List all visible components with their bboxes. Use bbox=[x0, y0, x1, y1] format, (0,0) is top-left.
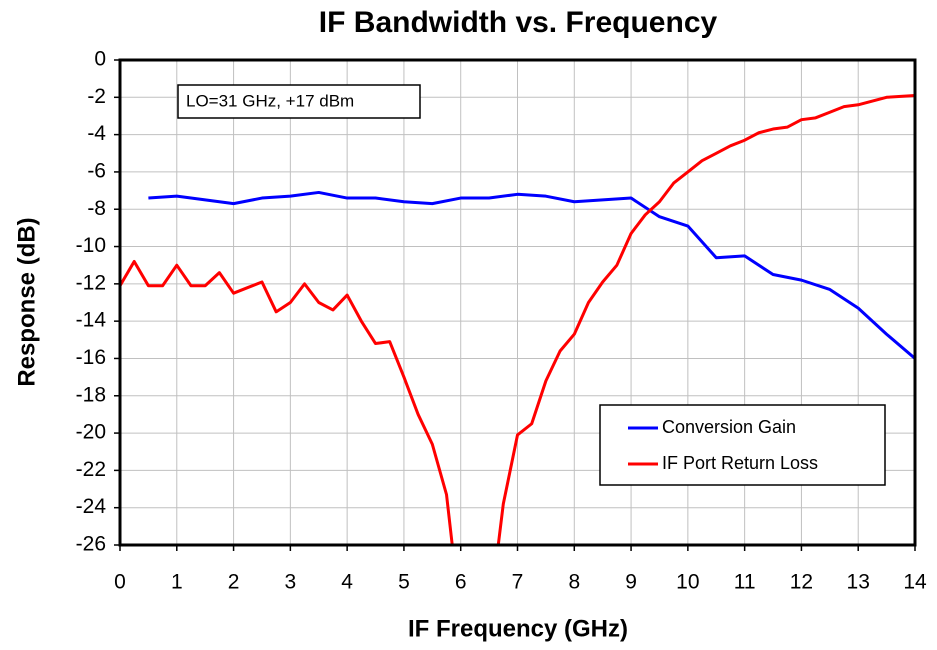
x-tick-label: 11 bbox=[734, 571, 756, 594]
x-tick-label: 10 bbox=[676, 571, 699, 594]
x-tick-label: 9 bbox=[625, 571, 637, 594]
x-tick-label: 0 bbox=[114, 571, 126, 594]
x-tick-label: 7 bbox=[512, 571, 524, 594]
y-axis-label: Response (dB) bbox=[13, 217, 40, 386]
x-axis-label: IF Frequency (GHz) bbox=[408, 615, 628, 642]
series-line bbox=[148, 190, 915, 360]
chart-title: IF Bandwidth vs. Frequency bbox=[319, 6, 718, 39]
y-tick-label: -22 bbox=[76, 458, 106, 481]
y-tick-label: -8 bbox=[87, 197, 106, 220]
y-tick-label: -16 bbox=[76, 346, 106, 369]
annotation: LO=31 GHz, +17 dBm bbox=[186, 91, 354, 110]
y-tick-label: -26 bbox=[76, 533, 106, 556]
y-tick-label: -10 bbox=[76, 234, 106, 257]
x-tick-label: 8 bbox=[568, 571, 580, 594]
legend: Conversion Gain IF Port Return Loss bbox=[599, 404, 886, 486]
x-tick-label: 3 bbox=[285, 571, 297, 594]
y-tick-label: -24 bbox=[76, 495, 107, 518]
legend-box bbox=[599, 404, 886, 486]
plot-lines bbox=[120, 93, 915, 545]
x-tick-label: 6 bbox=[455, 571, 467, 594]
y-tick-label: -20 bbox=[76, 421, 106, 444]
x-tick-label: 5 bbox=[398, 571, 410, 594]
x-tick-label: 4 bbox=[341, 571, 353, 594]
series-line bbox=[120, 93, 915, 545]
y-tick-label: -2 bbox=[87, 85, 106, 108]
annotation-box bbox=[177, 84, 421, 119]
legend-label: Conversion Gain bbox=[662, 417, 796, 437]
y-tick-label: -14 bbox=[76, 309, 107, 332]
x-tick-label: 14 bbox=[903, 571, 927, 594]
y-tick-label: -12 bbox=[76, 271, 106, 294]
y-tick-label: -6 bbox=[87, 159, 106, 182]
y-tick-label: -18 bbox=[76, 383, 106, 406]
x-tick-label: 1 bbox=[171, 571, 183, 594]
legend-label: IF Port Return Loss bbox=[662, 453, 818, 473]
x-tick-label: 13 bbox=[847, 571, 870, 594]
y-tick-label: 0 bbox=[94, 48, 106, 71]
y-tick-label: -4 bbox=[87, 122, 106, 145]
x-tick-label: 2 bbox=[228, 571, 240, 594]
x-tick-label: 12 bbox=[790, 571, 813, 594]
